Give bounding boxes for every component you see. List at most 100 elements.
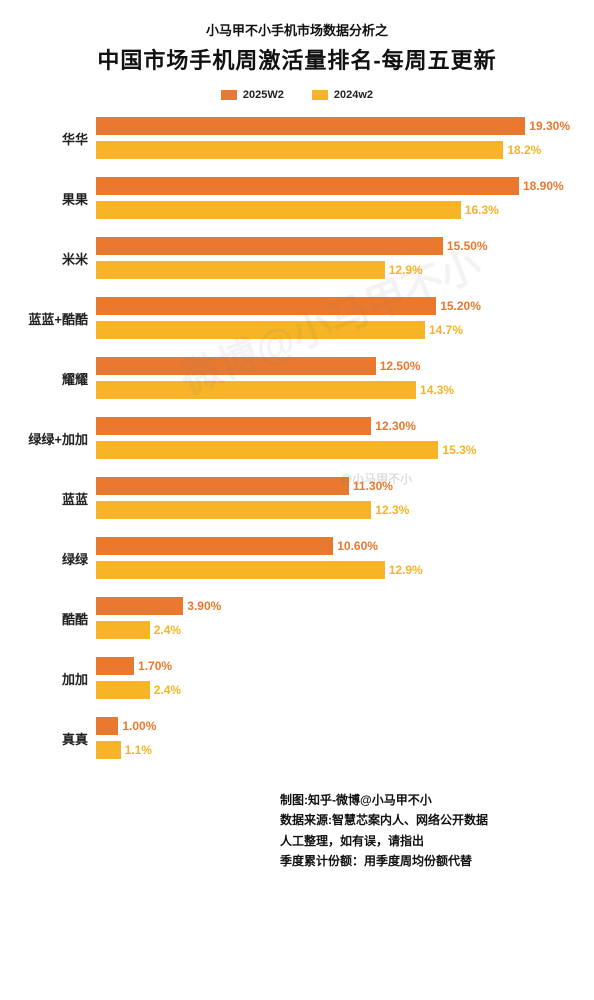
bar-row-series1: 12.50% xyxy=(96,357,570,375)
bar-series2 xyxy=(96,681,150,699)
value-label-series1: 12.50% xyxy=(380,359,421,373)
bar-group: 加加1.70%2.4% xyxy=(96,657,570,699)
footer-line: 季度累计份额：用季度周均份额代替 xyxy=(280,851,488,871)
bar-series1 xyxy=(96,597,183,615)
bar-group: 米米15.50%12.9% xyxy=(96,237,570,279)
bar-row-series2: 2.4% xyxy=(96,621,570,639)
category-label: 华华 xyxy=(24,129,88,148)
bar-group: 蓝蓝+酷酷15.20%14.7% xyxy=(96,297,570,339)
bar-row-series1: 15.50% xyxy=(96,237,570,255)
category-label: 耀耀 xyxy=(24,369,88,388)
bars-wrap: 12.50% 14.3% xyxy=(96,357,570,399)
value-label-series1: 15.50% xyxy=(447,239,488,253)
category-label: 果果 xyxy=(24,189,88,208)
bar-series2 xyxy=(96,261,385,279)
footer-line: 制图:知乎-微博@小马甲不小 xyxy=(280,790,488,810)
value-label-series1: 3.90% xyxy=(187,599,221,613)
bar-series1 xyxy=(96,657,134,675)
category-label: 真真 xyxy=(24,729,88,748)
bar-group: 绿绿+加加12.30%15.3% xyxy=(96,417,570,459)
category-label: 酷酷 xyxy=(24,609,88,628)
bar-row-series1: 15.20% xyxy=(96,297,570,315)
footer-note: 制图:知乎-微博@小马甲不小数据来源:智慧芯案内人、网络公开数据人工整理，如有误… xyxy=(280,790,488,872)
bar-row-series1: 3.90% xyxy=(96,597,570,615)
bar-row-series2: 18.2% xyxy=(96,141,570,159)
bar-series2 xyxy=(96,561,385,579)
category-label: 蓝蓝+酷酷 xyxy=(24,309,88,328)
bar-series1 xyxy=(96,237,443,255)
category-label: 绿绿 xyxy=(24,549,88,568)
bar-series1 xyxy=(96,477,349,495)
bars-wrap: 11.30% 12.3% xyxy=(96,477,570,519)
value-label-series2: 12.9% xyxy=(389,563,423,577)
bar-row-series2: 16.3% xyxy=(96,201,570,219)
legend-item-series2: 2024w2 xyxy=(312,89,373,101)
value-label-series1: 12.30% xyxy=(375,419,416,433)
value-label-series2: 18.2% xyxy=(507,143,541,157)
bar-series1 xyxy=(96,117,525,135)
value-label-series1: 1.70% xyxy=(138,659,172,673)
legend-label-series2: 2024w2 xyxy=(334,89,373,101)
value-label-series2: 12.3% xyxy=(375,503,409,517)
category-label: 加加 xyxy=(24,669,88,688)
subtitle: 小马甲不小手机市场数据分析之 xyxy=(24,20,570,39)
bars-wrap: 18.90% 16.3% xyxy=(96,177,570,219)
bar-series2 xyxy=(96,141,503,159)
category-label: 米米 xyxy=(24,249,88,268)
bar-row-series2: 12.9% xyxy=(96,561,570,579)
value-label-series2: 1.1% xyxy=(125,743,152,757)
bar-group: 华华19.30%18.2% xyxy=(96,117,570,159)
bar-group: 蓝蓝11.30%12.3% xyxy=(96,477,570,519)
bar-row-series2: 14.3% xyxy=(96,381,570,399)
bars-wrap: 15.50% 12.9% xyxy=(96,237,570,279)
bar-row-series2: 1.1% xyxy=(96,741,570,759)
value-label-series2: 14.7% xyxy=(429,323,463,337)
legend-item-series1: 2025W2 xyxy=(221,89,284,101)
bar-group: 酷酷3.90%2.4% xyxy=(96,597,570,639)
value-label-series2: 2.4% xyxy=(154,683,181,697)
value-label-series1: 10.60% xyxy=(337,539,378,553)
legend-label-series1: 2025W2 xyxy=(243,89,284,101)
bar-series2 xyxy=(96,201,461,219)
value-label-series1: 19.30% xyxy=(529,119,570,133)
legend-swatch-series2 xyxy=(312,90,328,100)
bar-group: 绿绿10.60%12.9% xyxy=(96,537,570,579)
bar-series1 xyxy=(96,537,333,555)
bar-chart: 华华 19.30% 18.2% 果果 18.90% 16.3% 米米 15.50% 12.9% 蓝… xyxy=(24,117,570,759)
bars-wrap: 1.70% 2.4% xyxy=(96,657,570,699)
value-label-series1: 18.90% xyxy=(523,179,564,193)
category-label: 蓝蓝 xyxy=(24,489,88,508)
bar-row-series1: 18.90% xyxy=(96,177,570,195)
footer-line: 人工整理，如有误，请指出 xyxy=(280,831,488,851)
bar-series2 xyxy=(96,741,121,759)
bar-row-series2: 12.3% xyxy=(96,501,570,519)
value-label-series2: 12.9% xyxy=(389,263,423,277)
bar-series1 xyxy=(96,297,436,315)
bar-series1 xyxy=(96,177,519,195)
bars-wrap: 19.30% 18.2% xyxy=(96,117,570,159)
bar-group: 真真1.00%1.1% xyxy=(96,717,570,759)
legend-swatch-series1 xyxy=(221,90,237,100)
bar-row-series1: 12.30% xyxy=(96,417,570,435)
bar-group: 耀耀12.50%14.3% xyxy=(96,357,570,399)
bars-wrap: 3.90% 2.4% xyxy=(96,597,570,639)
value-label-series2: 15.3% xyxy=(442,443,476,457)
bar-row-series2: 2.4% xyxy=(96,681,570,699)
bar-row-series1: 19.30% xyxy=(96,117,570,135)
value-label-series2: 14.3% xyxy=(420,383,454,397)
title: 中国市场手机周激活量排名-每周五更新 xyxy=(24,43,570,75)
bar-series2 xyxy=(96,441,438,459)
bar-row-series1: 10.60% xyxy=(96,537,570,555)
footer-line: 数据来源:智慧芯案内人、网络公开数据 xyxy=(280,810,488,830)
value-label-series1: 15.20% xyxy=(440,299,481,313)
value-label-series1: 11.30% xyxy=(353,479,393,493)
legend: 2025W2 2024w2 xyxy=(24,89,570,101)
value-label-series2: 16.3% xyxy=(465,203,499,217)
bar-series2 xyxy=(96,621,150,639)
bars-wrap: 10.60% 12.9% xyxy=(96,537,570,579)
bars-wrap: 12.30% 15.3% xyxy=(96,417,570,459)
bar-row-series1: 1.70% xyxy=(96,657,570,675)
bar-row-series1: 1.00% xyxy=(96,717,570,735)
bar-row-series2: 14.7% xyxy=(96,321,570,339)
value-label-series2: 2.4% xyxy=(154,623,181,637)
